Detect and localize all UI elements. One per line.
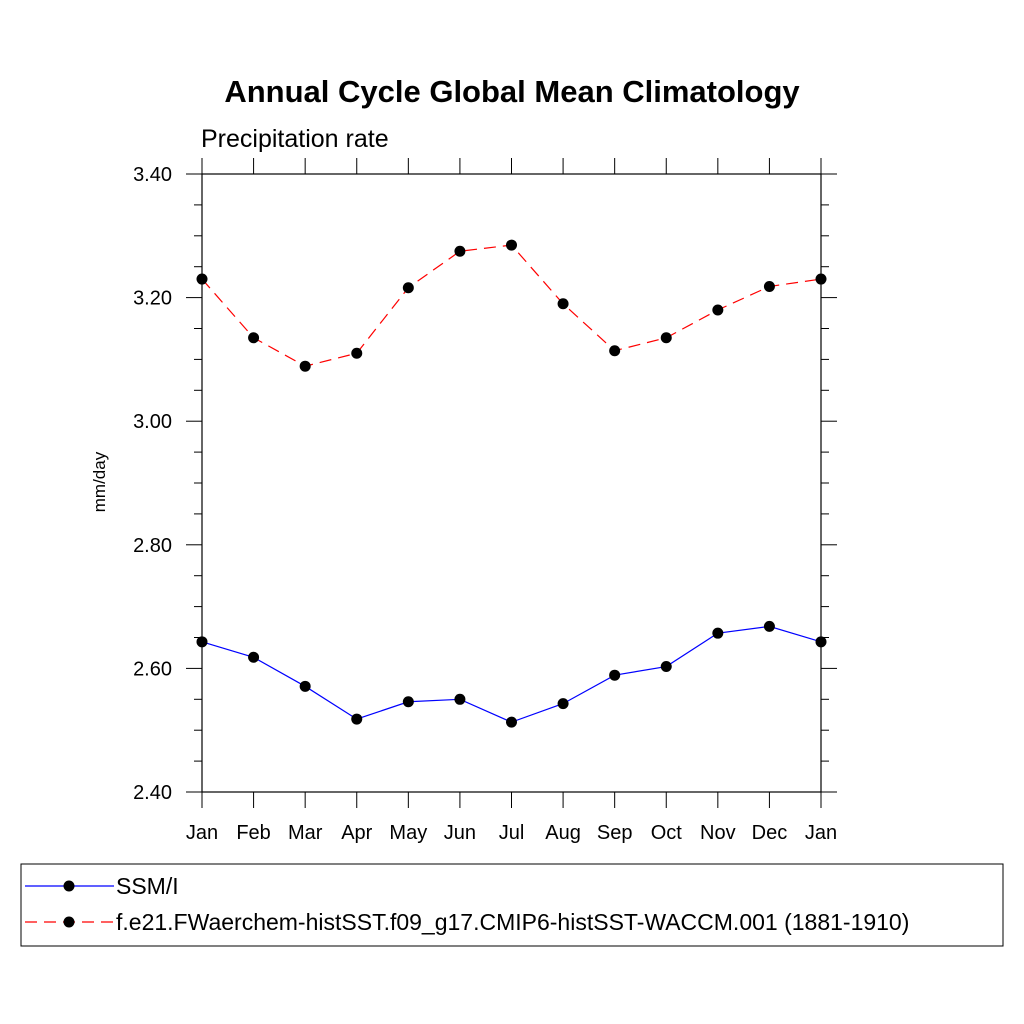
chart-subtitle: Precipitation rate [201, 125, 389, 153]
series-1-point [196, 273, 208, 285]
plot-frame [201, 173, 822, 793]
y-tick-label: 2.40 [133, 782, 172, 804]
series-0-point [248, 651, 260, 663]
series-1-point [248, 332, 260, 344]
series-1-point [351, 347, 363, 359]
series-0-point [402, 696, 414, 708]
series-1-point [609, 345, 621, 357]
legend-label-model: f.e21.FWaerchem-histSST.f09_g17.CMIP6-hi… [116, 909, 909, 935]
series-layer [196, 239, 827, 728]
series-1-point [506, 239, 517, 251]
x-tick-label: Feb [236, 822, 270, 844]
series-line-1 [201, 244, 822, 367]
x-tick-label: May [389, 822, 427, 844]
series-1-point [712, 304, 724, 316]
series-0-point [351, 713, 363, 725]
chart-title: Annual Cycle Global Mean Climatology [224, 74, 800, 109]
y-tick-label: 2.80 [133, 535, 172, 557]
legend: SSM/I f.e21.FWaerchem-histSST.f09_g17.CM… [20, 863, 1004, 947]
series-line-0 [201, 625, 822, 723]
x-tick-label: Oct [651, 822, 683, 844]
x-tick-labels: Jan Feb Mar Apr May Jun Jul Aug Sep Oct Nov Dec Jan [186, 822, 837, 844]
series-0-point [763, 620, 775, 632]
y-tick-label: 3.40 [133, 164, 172, 186]
series-0-point [196, 636, 208, 648]
x-tick-label: Jun [444, 822, 476, 844]
legend-label-ssmi: SSM/I [116, 873, 179, 899]
series-1-point [299, 360, 311, 372]
y-axis-label: mm/day [90, 451, 109, 512]
x-tick-label: Jul [499, 822, 525, 844]
series-0-point [712, 627, 724, 639]
y-tick-label: 3.20 [133, 288, 172, 310]
series-0-point [609, 669, 621, 681]
series-1-point [454, 245, 466, 257]
x-tick-label: Jan [186, 822, 218, 844]
series-0-point [454, 693, 466, 705]
series-1-point [815, 273, 827, 285]
x-tick-label: Sep [597, 822, 633, 844]
x-tick-label: Mar [288, 822, 323, 844]
x-tick-label: Jan [805, 822, 837, 844]
x-tick-label: Nov [700, 822, 736, 844]
y-tick-label: 3.00 [133, 411, 172, 433]
x-tick-label: Apr [341, 822, 372, 844]
series-1-point [557, 298, 569, 310]
series-0-point [815, 636, 827, 648]
y-tick-labels: 2.40 2.60 2.80 3.00 3.20 3.40 [133, 164, 172, 804]
legend-marker-model [63, 916, 75, 928]
series-0-point [506, 716, 517, 728]
series-1-point [402, 282, 414, 294]
series-1-point [660, 332, 672, 344]
series-0-point [299, 680, 311, 692]
legend-marker-ssmi [63, 880, 75, 892]
axis-ticks [186, 158, 837, 808]
legend-box [20, 863, 1004, 947]
x-tick-label: Aug [545, 822, 581, 844]
series-1-point [763, 280, 775, 292]
series-0-point [660, 661, 672, 673]
x-tick-label: Dec [752, 822, 788, 844]
y-tick-label: 2.60 [133, 658, 172, 680]
series-0-point [557, 698, 569, 710]
